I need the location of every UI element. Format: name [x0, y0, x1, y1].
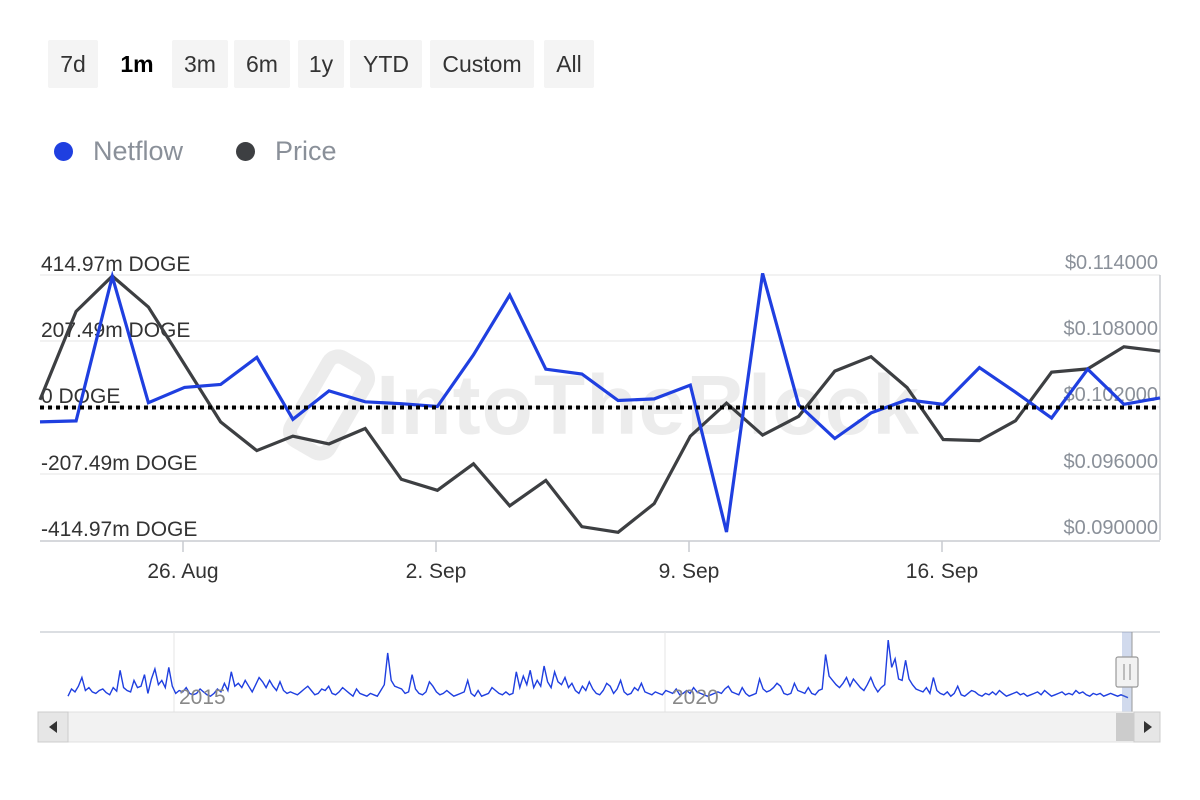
legend-dot-netflow [54, 141, 73, 161]
scroll-right-button [1133, 711, 1161, 743]
x-axis-tick-label: 26. Aug [147, 560, 218, 583]
scrollbar-thumb [1116, 713, 1134, 741]
legend-label-netflow: Netflow [93, 135, 184, 166]
x-axis-tick-label: 9. Sep [659, 560, 720, 583]
scroll-left-arrow-icon[interactable] [37, 711, 69, 743]
left-axis-tick-label: -414.97m DOGE [41, 518, 197, 541]
range-button-7d[interactable]: 7d [48, 40, 98, 88]
navigator-netflow-line [67, 640, 1129, 699]
range-button-1y[interactable]: 1y [298, 40, 344, 88]
legend-item-netflow[interactable]: Netflow [54, 130, 183, 172]
range-button-6m[interactable]: 6m [234, 40, 290, 88]
navigator-handle-box [1115, 656, 1139, 688]
navigator-scrollbar[interactable] [37, 711, 1161, 743]
x-axis-tick-label: 2. Sep [406, 560, 467, 583]
navigator-year-label: 2015 [179, 686, 226, 709]
right-axis-tick-label: $0.096000 [1063, 451, 1158, 473]
right-axis-tick-label: $0.114000 [1065, 252, 1158, 274]
range-button-custom[interactable]: Custom [430, 40, 534, 88]
scroll-right-arrow-glyph [1144, 721, 1152, 733]
netflow-line [39, 270, 1161, 533]
scroll-right-arrow-icon[interactable] [1133, 711, 1161, 743]
price-series [38, 273, 1161, 534]
right-axis-tick-label: $0.102000 [1063, 384, 1158, 406]
left-axis-tick-label: -207.49m DOGE [41, 452, 197, 475]
right-axis-tick-label: $0.090000 [1063, 517, 1158, 539]
legend-dot-price [236, 141, 255, 161]
scroll-left-arrow-glyph [49, 721, 57, 733]
price-line [38, 273, 1161, 534]
range-button-all[interactable]: All [544, 40, 594, 88]
x-axis-tick-label: 16. Sep [906, 560, 978, 583]
right-axis-tick-label: $0.108000 [1063, 318, 1158, 340]
left-axis-tick-label: 414.97m DOGE [41, 253, 190, 276]
left-axis-tick-label: 207.49m DOGE [41, 319, 190, 342]
navigator-handle[interactable] [1115, 656, 1139, 688]
navigator-year-label: 2020 [672, 686, 719, 709]
range-button-3m[interactable]: 3m [172, 40, 228, 88]
scrollbar-track [37, 711, 1161, 743]
range-button-ytd[interactable]: YTD [350, 40, 422, 88]
legend-item-price[interactable]: Price [236, 130, 337, 172]
range-button-1m[interactable]: 1m [109, 40, 165, 88]
legend-label-price: Price [275, 135, 337, 166]
netflow-series [39, 270, 1161, 533]
